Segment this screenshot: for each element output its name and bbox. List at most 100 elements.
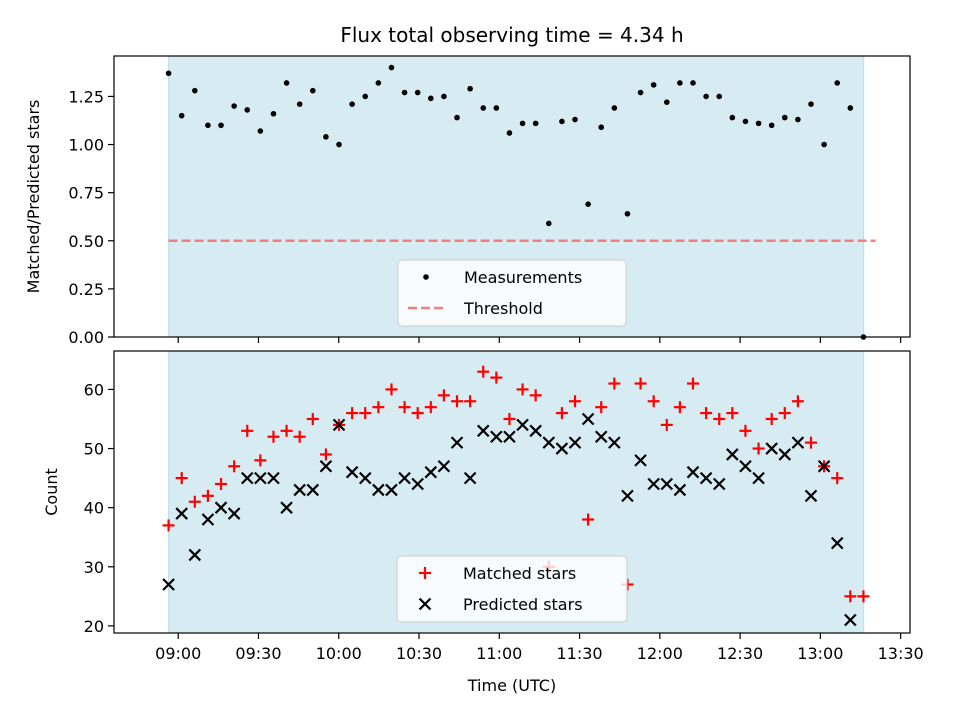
data-point bbox=[476, 424, 490, 438]
data-point bbox=[595, 401, 608, 414]
chart-title: Flux total observing time = 4.34 h bbox=[340, 23, 683, 47]
data-point bbox=[441, 93, 447, 100]
data-point bbox=[611, 105, 618, 111]
data-point bbox=[214, 501, 228, 514]
data-point bbox=[178, 112, 185, 119]
data-point bbox=[624, 211, 631, 217]
data-point bbox=[215, 478, 228, 491]
x-axis-label: Time (UTC) bbox=[467, 676, 556, 695]
data-point bbox=[585, 201, 591, 207]
data-point bbox=[490, 430, 503, 444]
data-point bbox=[280, 501, 293, 514]
data-point bbox=[821, 141, 827, 148]
legend: Measurements Threshold bbox=[397, 259, 627, 327]
data-point bbox=[545, 220, 552, 227]
data-point bbox=[385, 383, 398, 396]
data-point bbox=[703, 93, 709, 100]
data-point bbox=[467, 85, 473, 92]
data-point bbox=[608, 436, 621, 449]
data-point bbox=[831, 472, 844, 485]
x-tick-label: 13:30 bbox=[878, 644, 924, 663]
data-point bbox=[309, 87, 316, 94]
data-point bbox=[231, 103, 237, 109]
data-point bbox=[634, 377, 647, 390]
data-point bbox=[834, 80, 841, 86]
data-point bbox=[227, 507, 241, 520]
data-point bbox=[516, 383, 529, 396]
data-point bbox=[519, 120, 526, 127]
data-point bbox=[847, 105, 854, 111]
data-point bbox=[192, 87, 198, 94]
data-point bbox=[778, 407, 791, 420]
legend-label: Predicted stars bbox=[463, 595, 583, 614]
data-point bbox=[188, 548, 202, 562]
data-point bbox=[372, 483, 385, 497]
data-point bbox=[401, 89, 408, 96]
data-point bbox=[663, 99, 670, 105]
y-tick-label: 30 bbox=[84, 558, 104, 577]
data-point bbox=[569, 395, 582, 408]
data-point bbox=[175, 507, 188, 520]
legend-label: Matched stars bbox=[463, 564, 576, 583]
data-point bbox=[375, 80, 382, 86]
data-point bbox=[162, 578, 175, 591]
x-tick-label: 12:00 bbox=[637, 644, 683, 663]
data-point bbox=[319, 460, 333, 473]
data-point bbox=[581, 412, 595, 426]
data-point bbox=[296, 101, 303, 107]
data-point bbox=[647, 395, 660, 408]
data-point bbox=[726, 448, 739, 461]
data-point bbox=[795, 116, 801, 123]
data-point bbox=[752, 471, 765, 485]
data-point bbox=[270, 110, 277, 117]
data-point bbox=[791, 436, 805, 449]
data-point bbox=[254, 471, 267, 485]
legend-box bbox=[397, 259, 627, 327]
legend: Matched stars Predicted stars bbox=[396, 555, 628, 623]
data-point bbox=[346, 407, 359, 420]
data-point bbox=[791, 395, 804, 408]
data-point bbox=[637, 89, 644, 96]
y-tick-label: 0.00 bbox=[68, 328, 104, 347]
data-point bbox=[306, 483, 320, 497]
data-point bbox=[244, 107, 251, 113]
data-point bbox=[673, 483, 687, 497]
data-point bbox=[385, 483, 398, 497]
data-point bbox=[778, 448, 792, 461]
data-point bbox=[205, 122, 211, 129]
data-point bbox=[437, 389, 450, 402]
data-point bbox=[844, 590, 857, 603]
data-point bbox=[336, 141, 342, 148]
data-point bbox=[729, 114, 736, 121]
data-point bbox=[323, 134, 329, 140]
data-point bbox=[700, 407, 713, 420]
data-point bbox=[647, 477, 660, 491]
data-point bbox=[755, 120, 762, 127]
data-point bbox=[490, 371, 503, 384]
y-tick-label: 60 bbox=[84, 380, 104, 399]
data-point bbox=[817, 460, 831, 473]
data-point bbox=[768, 122, 775, 129]
data-point bbox=[228, 460, 241, 473]
data-point bbox=[739, 460, 752, 473]
data-point bbox=[240, 471, 254, 485]
data-point bbox=[427, 95, 434, 102]
data-point bbox=[808, 101, 814, 107]
data-point bbox=[673, 401, 686, 414]
data-point bbox=[450, 436, 464, 449]
y-tick-label: 0.50 bbox=[68, 232, 104, 251]
data-point bbox=[359, 407, 372, 420]
legend-marker-icon bbox=[423, 274, 429, 280]
x-tick-label: 09:00 bbox=[155, 644, 201, 663]
x-tick-label: 09:30 bbox=[235, 644, 281, 663]
data-point bbox=[398, 401, 411, 414]
series-measurements bbox=[165, 64, 867, 340]
data-point bbox=[765, 442, 778, 455]
data-point bbox=[598, 124, 605, 131]
y-tick-label: 20 bbox=[84, 617, 104, 636]
data-point bbox=[594, 430, 608, 444]
data-point bbox=[464, 395, 477, 408]
data-point bbox=[555, 407, 568, 420]
data-point bbox=[844, 613, 857, 627]
data-point bbox=[241, 424, 254, 437]
